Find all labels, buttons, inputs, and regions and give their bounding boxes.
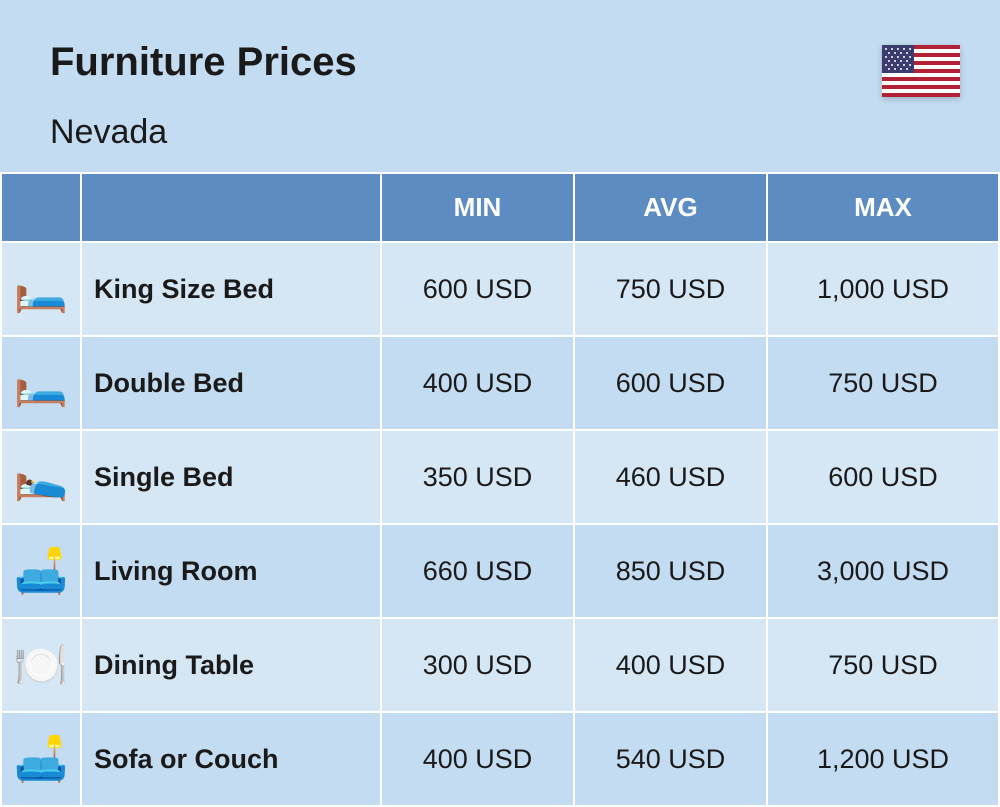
avg-price: 750 USD <box>574 242 767 336</box>
king-bed-icon: 🛏️ <box>1 242 81 336</box>
us-flag-icon <box>882 45 960 97</box>
item-name: King Size Bed <box>81 242 381 336</box>
min-price: 660 USD <box>381 524 574 618</box>
table-row: 🛏️ Double Bed 400 USD 600 USD 750 USD <box>1 336 999 430</box>
item-name: Sofa or Couch <box>81 712 381 806</box>
min-price: 400 USD <box>381 712 574 806</box>
col-header-avg: AVG <box>574 173 767 242</box>
table-row: 🛋️ Sofa or Couch 400 USD 540 USD 1,200 U… <box>1 712 999 806</box>
col-header-icon <box>1 173 81 242</box>
avg-price: 460 USD <box>574 430 767 524</box>
item-name: Single Bed <box>81 430 381 524</box>
table-row: 🛋️ Living Room 660 USD 850 USD 3,000 USD <box>1 524 999 618</box>
min-price: 600 USD <box>381 242 574 336</box>
max-price: 1,200 USD <box>767 712 999 806</box>
page-subtitle: Nevada <box>50 113 950 152</box>
table-row: 🍽️ Dining Table 300 USD 400 USD 750 USD <box>1 618 999 712</box>
avg-price: 400 USD <box>574 618 767 712</box>
living-room-icon: 🛋️ <box>1 524 81 618</box>
single-bed-icon: 🛌 <box>1 430 81 524</box>
col-header-max: MAX <box>767 173 999 242</box>
max-price: 750 USD <box>767 618 999 712</box>
header: Furniture Prices Nevada <box>0 0 1000 172</box>
min-price: 300 USD <box>381 618 574 712</box>
table-header-row: MIN AVG MAX <box>1 173 999 242</box>
min-price: 400 USD <box>381 336 574 430</box>
min-price: 350 USD <box>381 430 574 524</box>
item-name: Double Bed <box>81 336 381 430</box>
avg-price: 850 USD <box>574 524 767 618</box>
max-price: 750 USD <box>767 336 999 430</box>
double-bed-icon: 🛏️ <box>1 336 81 430</box>
sofa-icon: 🛋️ <box>1 712 81 806</box>
item-name: Living Room <box>81 524 381 618</box>
max-price: 600 USD <box>767 430 999 524</box>
item-name: Dining Table <box>81 618 381 712</box>
col-header-min: MIN <box>381 173 574 242</box>
table-row: 🛏️ King Size Bed 600 USD 750 USD 1,000 U… <box>1 242 999 336</box>
avg-price: 540 USD <box>574 712 767 806</box>
dining-table-icon: 🍽️ <box>1 618 81 712</box>
max-price: 1,000 USD <box>767 242 999 336</box>
furniture-price-table: MIN AVG MAX 🛏️ King Size Bed 600 USD 750… <box>0 172 1000 807</box>
page-title: Furniture Prices <box>50 40 950 85</box>
avg-price: 600 USD <box>574 336 767 430</box>
table-row: 🛌 Single Bed 350 USD 460 USD 600 USD <box>1 430 999 524</box>
col-header-name <box>81 173 381 242</box>
max-price: 3,000 USD <box>767 524 999 618</box>
